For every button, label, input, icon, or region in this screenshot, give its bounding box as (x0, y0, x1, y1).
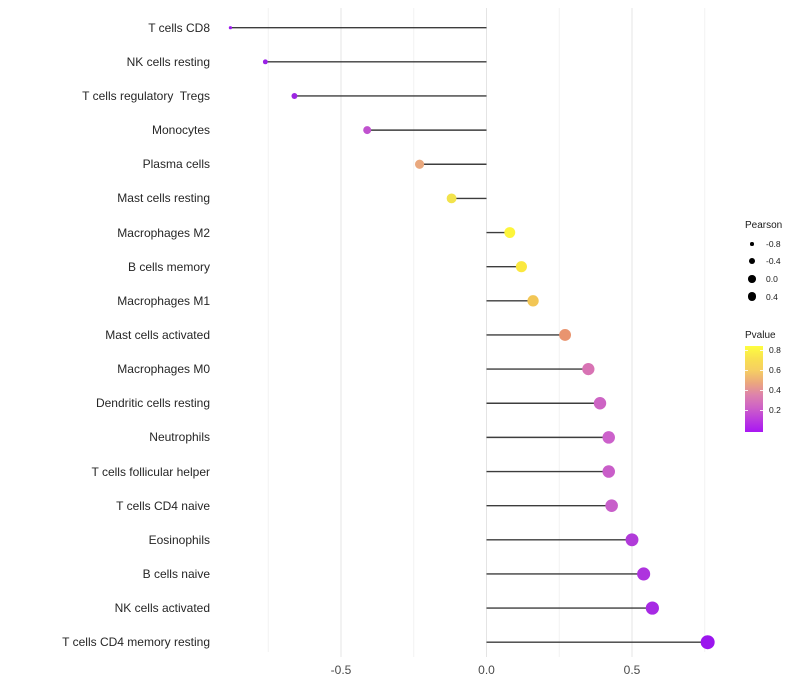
colorbar-tick-label: 0.2 (769, 405, 781, 415)
colorbar-tick-mark (745, 350, 748, 351)
lollipop-dot (625, 533, 639, 547)
lollipop-dot (645, 601, 659, 615)
colorbar-tick-mark (760, 390, 763, 391)
category-label: NK cells activated (114, 601, 210, 616)
size-legend-label: -0.8 (766, 238, 781, 249)
category-label: Macrophages M2 (117, 225, 210, 240)
lollipop-dot (602, 465, 615, 478)
size-legend-entry: -0.8 (745, 235, 782, 253)
lollipop-dot (363, 126, 372, 135)
colorbar-tick-mark (760, 370, 763, 371)
category-label: Macrophages M0 (117, 362, 210, 377)
size-legend-entry: 0.0 (745, 270, 782, 288)
category-label: T cells follicular helper (91, 464, 211, 479)
lollipop-dot (605, 499, 618, 512)
colorbar-tick-mark (760, 410, 763, 411)
size-legend-dot (749, 258, 755, 265)
lollipop-dot (262, 59, 268, 65)
category-label: T cells CD4 memory resting (62, 635, 210, 650)
pvalue-colorbar (745, 346, 763, 432)
pvalue-color-legend: Pvalue 0.8 0.6 0.4 0.2 (745, 330, 781, 432)
lollipop-dot (414, 159, 425, 169)
colorbar-tick-label: 0.8 (769, 345, 781, 355)
category-label: Dendritic cells resting (95, 396, 210, 411)
lollipop-dot (515, 261, 527, 273)
x-tick-label: 0.0 (478, 663, 495, 677)
category-label: Mast cells activated (105, 327, 210, 342)
category-label: Macrophages M1 (117, 293, 210, 308)
colorbar-tick-mark (745, 410, 748, 411)
pearson-size-legend: Pearson -0.8 -0.4 0.0 0.4 (745, 220, 782, 305)
category-label: B cells memory (127, 259, 210, 274)
x-tick-label: -0.5 (330, 663, 352, 677)
lollipop-dot (291, 93, 298, 99)
category-label: Eosinophils (148, 532, 210, 547)
lollipop-dot (228, 26, 233, 30)
size-legend-dot (747, 292, 757, 301)
size-legend-entries: -0.8 -0.4 0.0 0.4 (745, 235, 782, 305)
size-legend-label: 0.4 (766, 291, 778, 302)
lollipop-dot (700, 635, 715, 650)
colorbar-wrap: 0.8 0.6 0.4 0.2 (745, 345, 781, 432)
x-tick-label: 0.5 (623, 663, 641, 677)
lollipop-dot (637, 567, 651, 581)
category-label: T cells CD4 naive (116, 498, 210, 513)
colorbar-tick-mark (760, 350, 763, 351)
lollipop-dot (559, 329, 571, 341)
size-legend-label: 0.0 (766, 273, 778, 284)
size-legend-dot (750, 242, 754, 246)
category-label: Mast cells resting (117, 191, 210, 206)
colorbar-tick-mark (745, 370, 748, 371)
lollipop-dot (504, 227, 516, 238)
lollipop-dot (582, 362, 595, 376)
size-legend-label: -0.4 (766, 256, 781, 267)
category-label: Monocytes (151, 123, 210, 138)
lollipop-dot (593, 397, 607, 410)
size-legend-title: Pearson (745, 220, 783, 231)
colorbar-tick-mark (745, 390, 748, 391)
size-legend-dot (748, 275, 756, 283)
category-label: B cells naive (142, 566, 210, 581)
category-label: T cells CD8 (148, 20, 210, 35)
lollipop-dot (446, 193, 457, 204)
category-label: Plasma cells (142, 157, 210, 172)
color-legend-title: Pvalue (745, 330, 776, 341)
colorbar-tick-label: 0.4 (769, 385, 781, 395)
lollipop-dot (527, 295, 539, 307)
size-legend-entry: -0.4 (745, 253, 782, 271)
category-label: NK cells resting (126, 54, 210, 69)
size-legend-entry: 0.4 (745, 288, 782, 306)
lollipop-dot (602, 431, 615, 444)
category-label: Neutrophils (149, 430, 210, 445)
colorbar-tick-label: 0.6 (769, 365, 781, 375)
category-label: T cells regulatory Tregs (82, 88, 210, 103)
